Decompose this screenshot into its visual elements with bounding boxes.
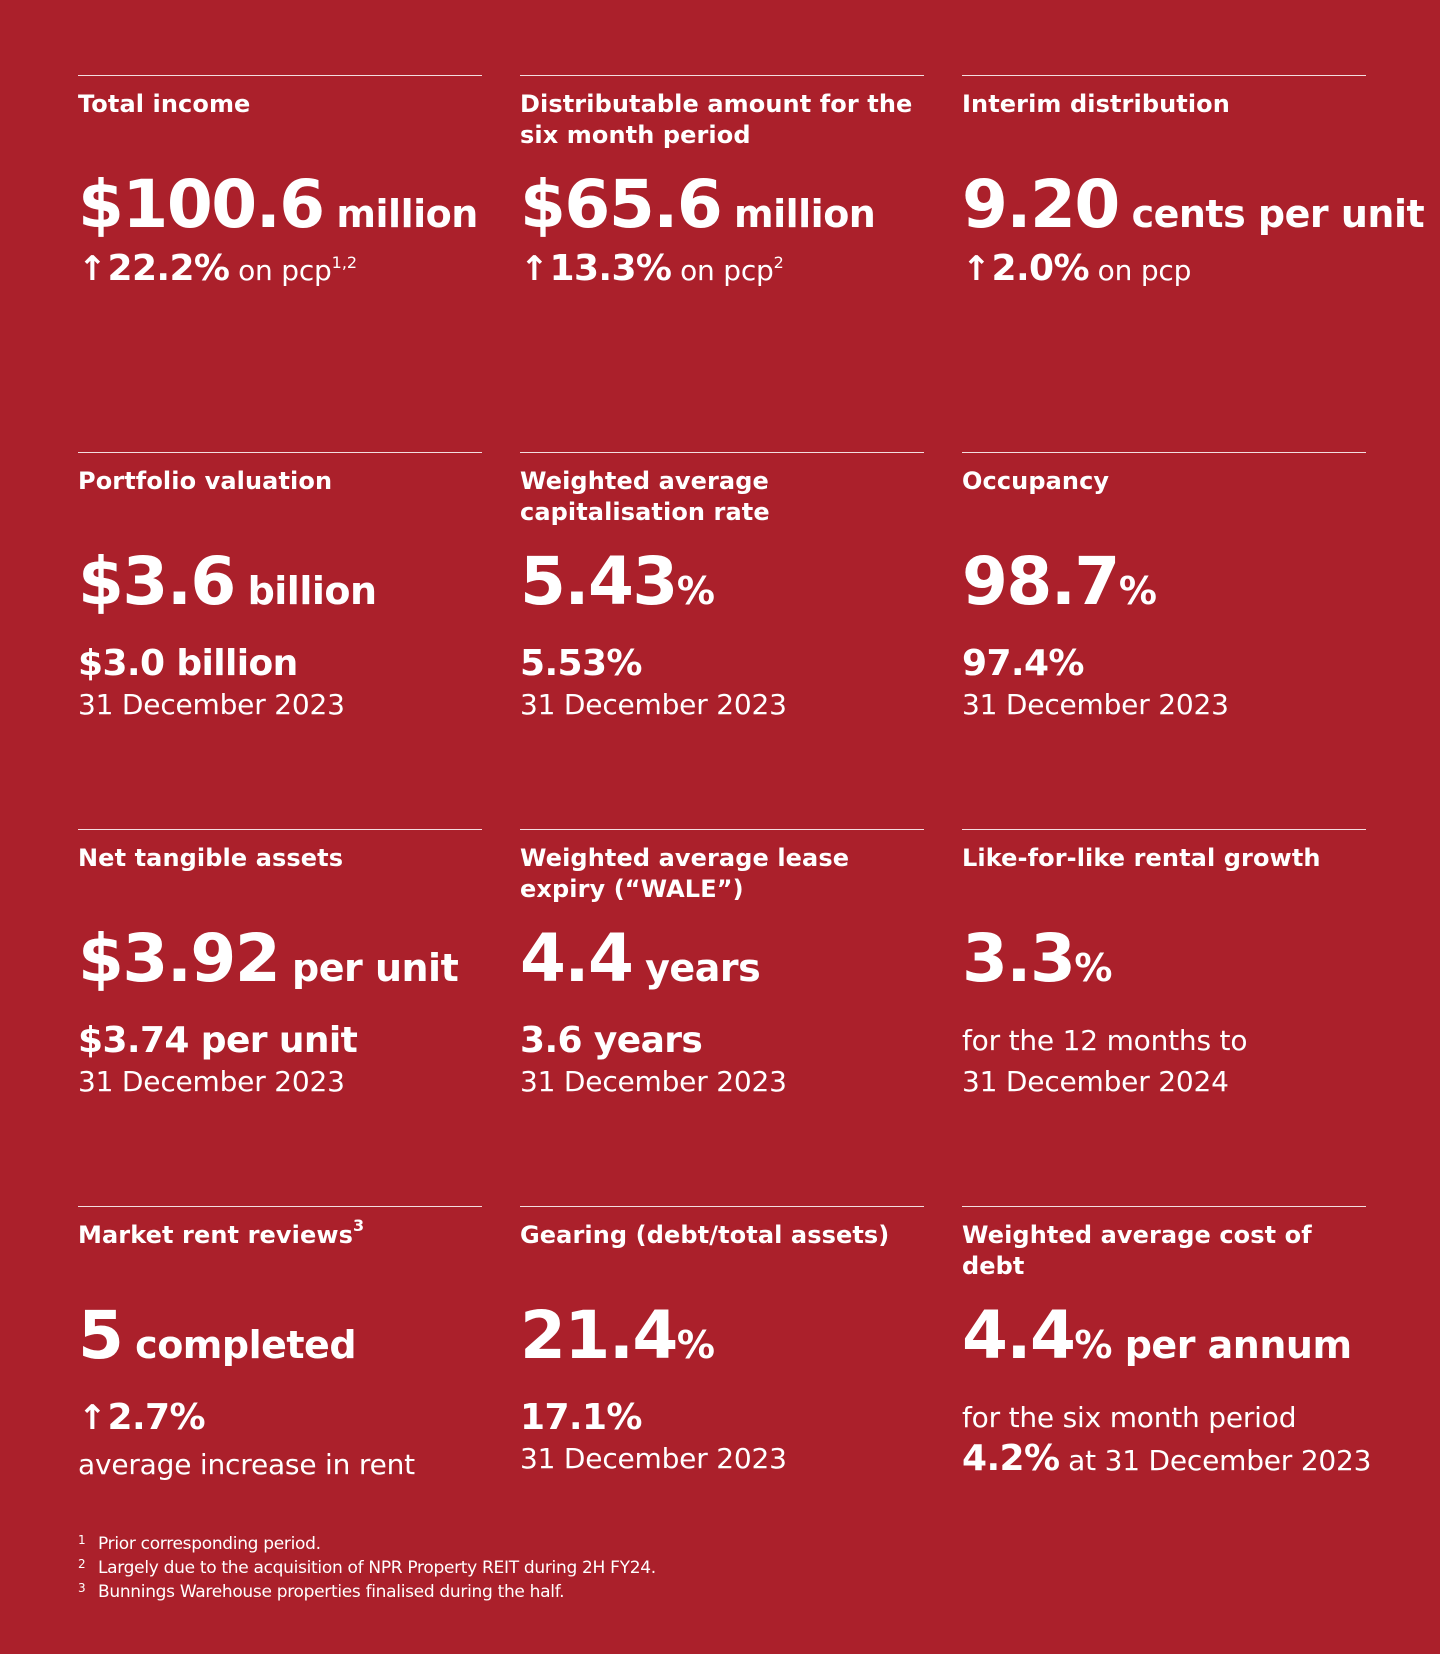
metric-distributable-amount: Distributable amount for the six month p… [520,75,924,452]
arrow-up-icon: ↑ [520,249,549,289]
metric-gearing: Gearing (debt/total assets) 21.4% 17.1% 3… [520,1206,924,1526]
metric-label: Like-for-like rental growth [962,844,1321,872]
metric-total-income: Total income $100.6 million ↑22.2% on pc… [78,75,482,452]
arrow-up-icon: ↑ [78,249,107,289]
metric-comparison: 97.4% 31 December 2023 [962,643,1229,721]
metric-value: 5.43% [520,543,715,620]
metric-value: 4.4% per annum [962,1297,1352,1374]
metric-value: 21.4% [520,1297,715,1374]
metric-label: Distributable amount for the six month p… [520,90,913,149]
metrics-grid: Total income $100.6 million ↑22.2% on pc… [78,75,1425,1526]
metric-value: 98.7% [962,543,1157,620]
metric-label: Portfolio valuation [78,467,333,495]
footnote: 2 Largely due to the acquisition of NPR P… [78,1557,656,1578]
metric-value: $3.6 billion [78,543,377,620]
metric-comparison: for the 12 months to 31 December 2024 [962,1024,1248,1098]
metric-cost-of-debt: Weighted average cost of debt 4.4% per a… [962,1206,1372,1526]
metric-interim-distribution: Interim distribution 9.20 cents per unit… [962,75,1425,452]
metric-value: $3.92 per unit [78,920,459,997]
metric-rental-growth: Like-for-like rental growth 3.3% for the… [962,829,1366,1206]
metric-label: Total income [78,90,251,118]
footnote: 1 Prior corresponding period. [78,1533,321,1554]
footnote: 3 Bunnings Warehouse properties finalised… [78,1581,565,1602]
metric-comparison: ↑2.7% average increase in rent [78,1397,415,1481]
metric-portfolio-valuation: Portfolio valuation $3.6 billion $3.0 bi… [78,452,482,829]
arrow-up-icon: ↑ [962,249,991,289]
metric-label: Interim distribution [962,90,1230,118]
metric-label: Weighted average capitalisation rate [520,467,770,526]
metric-comparison: $3.0 billion 31 December 2023 [78,643,345,721]
metric-wale: Weighted average lease expiry (“WALE”) 4… [520,829,924,1206]
metric-comparison: 17.1% 31 December 2023 [520,1397,787,1475]
metric-value: 4.4 years [520,920,761,997]
metric-change: ↑22.2% on pcp1,2 [78,248,358,289]
metric-value: 9.20 cents per unit [962,166,1425,243]
metric-label: Gearing (debt/total assets) [520,1221,890,1249]
metric-market-rent-reviews: Market rent reviews3 5 completed ↑2.7% av… [78,1206,482,1526]
metric-occupancy: Occupancy 98.7% 97.4% 31 December 2023 [962,452,1366,829]
metric-value: 5 completed [78,1297,357,1374]
metric-cap-rate: Weighted average capitalisation rate 5.4… [520,452,924,829]
metric-comparison: 3.6 years 31 December 2023 [520,1020,787,1098]
metric-value: $100.6 million [78,166,478,243]
metric-label: Net tangible assets [78,844,344,872]
footnotes: 1 Prior corresponding period. 2 Largely du… [78,1532,656,1604]
metric-change: ↑2.0% on pcp [962,248,1192,289]
metric-comparison: $3.74 per unit 31 December 2023 [78,1020,358,1098]
metric-change: ↑13.3% on pcp2 [520,248,784,289]
metric-label: Market rent reviews3 [78,1216,365,1250]
metric-value: 3.3% [962,920,1113,997]
metric-net-tangible-assets: Net tangible assets $3.92 per unit $3.74… [78,829,482,1206]
arrow-up-icon: ↑ [78,1398,107,1438]
metric-label: Occupancy [962,467,1110,495]
metric-comparison: for the six month period 4.2% at 31 Decem… [962,1401,1372,1479]
metric-value: $65.6 million [520,166,876,243]
metric-label: Weighted average lease expiry (“WALE”) [520,844,850,903]
metric-comparison: 5.53% 31 December 2023 [520,643,787,721]
metric-label: Weighted average cost of debt [962,1221,1312,1280]
